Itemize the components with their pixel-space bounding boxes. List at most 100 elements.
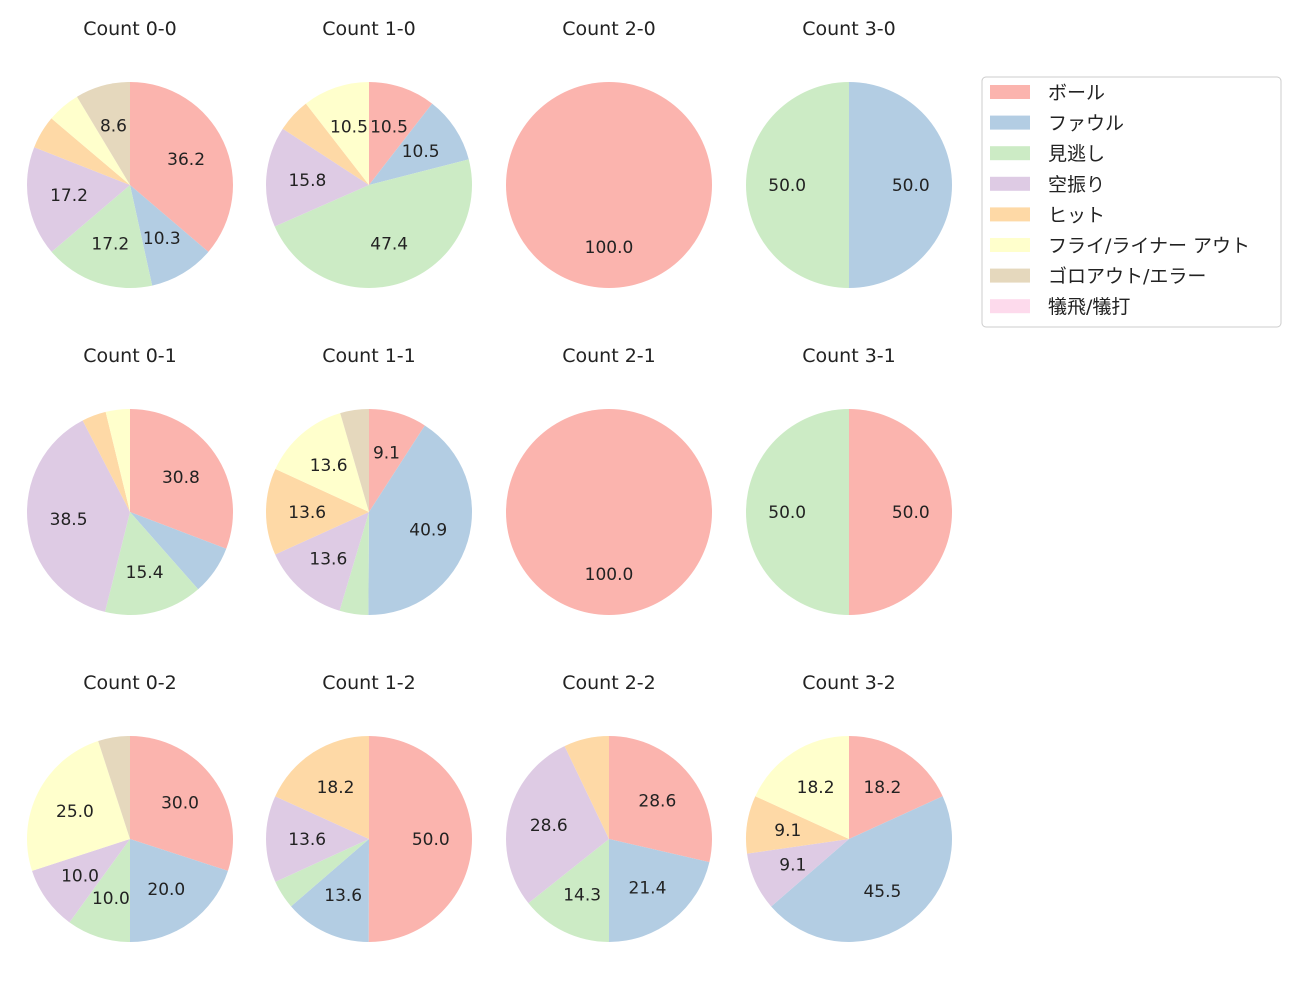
- pie-slice-1: [130, 185, 209, 286]
- slice-label: 50.0: [768, 503, 806, 523]
- pie-slice-3: [32, 839, 130, 923]
- legend-label: ファウル: [1048, 113, 1124, 135]
- slice-label: 50.0: [768, 176, 806, 196]
- pie-slice-4: [266, 468, 369, 555]
- pie-title: Count 0-2: [83, 672, 177, 694]
- pie-count-2-0: Count 2-0 100.0: [506, 18, 712, 288]
- pie-title: Count 0-1: [83, 345, 177, 367]
- slice-label: 14.3: [563, 886, 601, 906]
- pie-slice-0: [506, 409, 712, 615]
- slice-label: 100.0: [585, 238, 634, 258]
- pie-title: Count 1-0: [322, 18, 416, 40]
- pie-title: Count 2-2: [562, 672, 656, 694]
- pie-slice-0: [368, 736, 473, 943]
- legend-swatch: [990, 115, 1030, 130]
- pie-slice-0: [369, 409, 425, 512]
- pie-slice-2: [275, 839, 369, 907]
- slice-label: 30.0: [161, 794, 199, 814]
- slice-label: 30.8: [162, 468, 200, 488]
- pie-slice-6: [340, 409, 369, 512]
- pie-title: Count 2-0: [562, 18, 656, 40]
- pie-title: Count 3-2: [802, 672, 896, 694]
- pie-count-1-1: Count 1-1 9.1 40.9 13.6 13.6 13.6: [266, 345, 472, 616]
- pie-count-1-2: Count 1-2 50.0 13.6 13.6 18.2: [266, 672, 473, 943]
- pie-slice-3: [266, 128, 369, 227]
- slice-label: 8.6: [100, 116, 127, 136]
- pie-slice-2: [274, 159, 472, 289]
- slice-label: 10.3: [143, 229, 181, 249]
- pie-title: Count 3-1: [802, 345, 896, 367]
- slice-label: 18.2: [863, 778, 901, 798]
- pie-title: Count 2-1: [562, 345, 656, 367]
- slice-label: 10.0: [61, 866, 99, 886]
- legend-swatch: [990, 85, 1030, 99]
- slice-label: 13.6: [309, 550, 347, 570]
- slice-label: 100.0: [585, 565, 634, 585]
- pie-slice-5: [755, 736, 849, 839]
- legend-label: ヒット: [1048, 204, 1105, 226]
- pie-slice-1: [368, 425, 472, 616]
- pie-slice-0: [369, 82, 433, 185]
- pie-title: Count 0-0: [83, 18, 177, 40]
- pie-count-0-1: Count 0-1 30.8 15.4 38.5: [27, 345, 233, 615]
- pie-title: Count 3-0: [802, 18, 896, 40]
- pie-count-3-0: Count 3-0 50.0 50.0: [746, 18, 952, 288]
- legend-label: 見逃し: [1048, 143, 1105, 165]
- pie-slice-1: [771, 796, 952, 942]
- legend-label: 空振り: [1048, 174, 1105, 196]
- pie-slice-0: [130, 409, 233, 549]
- slice-label: 21.4: [629, 878, 667, 898]
- pie-slice-0: [130, 736, 234, 871]
- pie-slice-3: [275, 512, 369, 611]
- pie-count-2-2: Count 2-2 28.6 21.4 14.3 28.6: [506, 672, 713, 943]
- slice-label: 10.0: [92, 889, 130, 909]
- slice-label: 20.0: [147, 880, 185, 900]
- slice-label: 9.1: [779, 856, 806, 876]
- pie-slice-1: [849, 82, 952, 288]
- pie-slice-2: [339, 512, 369, 615]
- slice-label: 50.0: [412, 830, 450, 850]
- pie-slice-4: [746, 796, 849, 854]
- slice-label: 10.5: [402, 142, 440, 162]
- pie-slice-2: [51, 185, 153, 289]
- legend-label: フライ/ライナー アウト: [1048, 235, 1250, 257]
- pie-slice-6: [98, 736, 130, 839]
- pie-slice-4: [275, 736, 369, 839]
- pie-count-2-1: Count 2-1 100.0: [506, 345, 712, 615]
- legend-swatch: [990, 268, 1030, 283]
- pie-slice-1: [609, 839, 710, 942]
- pie-slice-0: [506, 82, 712, 288]
- slice-label: 17.2: [91, 235, 129, 255]
- pie-count-3-1: Count 3-1 50.0 50.0: [746, 345, 952, 615]
- pie-count-0-2: Count 0-2 30.0 20.0 10.0 10.0 25.0: [27, 672, 234, 942]
- pie-title: Count 1-2: [322, 672, 416, 694]
- slice-label: 9.1: [774, 821, 801, 841]
- slice-label: 38.5: [50, 510, 88, 530]
- pie-slice-1: [369, 103, 469, 185]
- pie-slice-0: [130, 82, 234, 252]
- slice-label: 13.6: [288, 503, 326, 523]
- slice-label: 50.0: [892, 176, 930, 196]
- pie-slice-2: [746, 409, 849, 615]
- pie-slice-3: [266, 796, 369, 882]
- slice-label: 13.6: [288, 830, 326, 850]
- pie-slice-2: [105, 512, 199, 615]
- legend-frame: [981, 76, 1282, 328]
- pie-slice-2: [746, 82, 849, 288]
- slice-label: 25.0: [56, 802, 94, 822]
- slice-label: 28.6: [638, 792, 676, 812]
- pie-slice-1: [130, 512, 227, 590]
- pie-slice-5: [27, 741, 130, 871]
- pie-slice-2: [528, 839, 609, 943]
- pie-slice-4: [34, 118, 131, 185]
- slice-label: 10.5: [330, 118, 368, 138]
- slice-label: 10.5: [370, 118, 408, 138]
- pie-slice-0: [609, 736, 713, 863]
- pie-slice-0: [849, 409, 952, 615]
- slice-label: 47.4: [370, 234, 408, 254]
- slice-label: 18.2: [317, 778, 355, 798]
- slice-label: 15.8: [288, 171, 326, 191]
